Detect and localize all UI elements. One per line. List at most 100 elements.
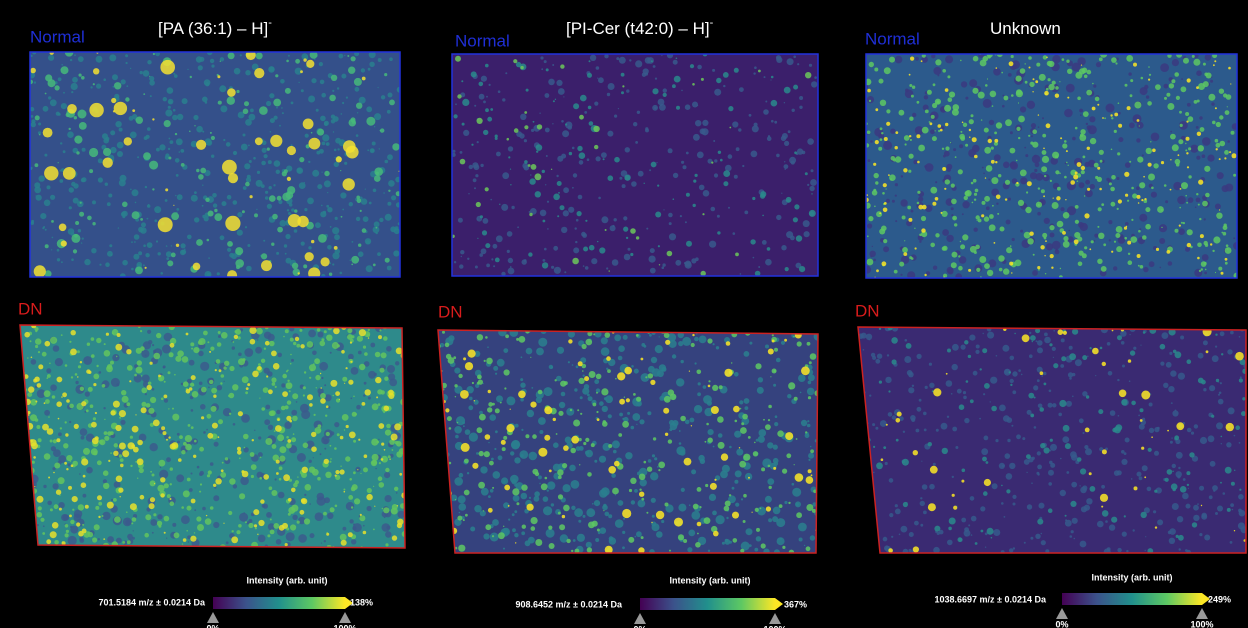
intensity-speckle [1202,254,1209,261]
intensity-speckle [459,503,467,511]
intensity-speckle [908,218,912,222]
intensity-speckle [794,151,797,154]
intensity-speckle [746,528,753,535]
intensity-speckle [928,503,936,511]
title-superscript: - [268,17,272,29]
intensity-speckle [120,458,124,462]
intensity-speckle [1232,153,1237,158]
intensity-speckle [1031,123,1036,128]
intensity-speckle [599,489,608,498]
intensity-speckle [786,231,793,238]
intensity-speckle [468,350,476,358]
intensity-speckle [392,438,394,440]
intensity-speckle [793,56,796,59]
intensity-speckle [30,340,32,342]
intensity-speckle [181,163,185,167]
intensity-speckle [1218,399,1224,405]
intensity-speckle [356,134,359,137]
intensity-speckle [203,431,206,434]
intensity-speckle [467,258,469,260]
intensity-speckle [150,471,152,473]
intensity-speckle [799,538,803,542]
intensity-speckle [108,194,112,198]
intensity-speckle [96,338,101,343]
intensity-speckle [309,503,311,505]
intensity-speckle [78,56,84,62]
intensity-speckle [1154,490,1157,493]
intensity-speckle [904,135,910,141]
intensity-speckle [320,453,322,455]
intensity-speckle [1203,388,1206,391]
intensity-speckle [102,384,106,388]
intensity-speckle [300,344,304,348]
intensity-speckle [74,136,82,144]
intensity-speckle [1220,382,1222,384]
intensity-speckle [164,381,166,383]
intensity-speckle [1153,163,1158,168]
intensity-speckle [984,128,989,133]
intensity-speckle [943,155,946,158]
intensity-speckle [680,215,682,217]
intensity-speckle [220,544,226,550]
intensity-speckle [574,508,583,517]
intensity-speckle [912,385,914,387]
intensity-speckle [82,524,84,526]
intensity-speckle [324,180,331,187]
intensity-speckle [166,457,171,462]
intensity-speckle [301,472,307,478]
intensity-speckle [693,504,699,510]
intensity-speckle [362,77,366,81]
intensity-speckle [385,258,390,263]
intensity-speckle [170,343,175,348]
intensity-speckle [304,518,310,524]
intensity-speckle [920,524,923,527]
intensity-speckle [1188,197,1194,203]
intensity-speckle [1210,461,1216,467]
intensity-speckle [962,201,969,208]
intensity-speckle [371,149,375,153]
intensity-speckle [972,202,974,204]
intensity-speckle [601,337,608,344]
intensity-speckle [1239,336,1241,338]
intensity-speckle [1029,332,1031,334]
intensity-speckle [663,93,667,97]
intensity-speckle [53,439,57,443]
intensity-speckle [81,178,85,182]
intensity-speckle [321,338,324,341]
dn-label: DN [438,302,463,321]
intensity-speckle [1010,379,1014,383]
intensity-speckle [217,342,222,347]
intensity-speckle [1093,85,1096,88]
intensity-speckle [729,446,732,449]
intensity-speckle [1133,529,1135,531]
intensity-speckle [394,423,401,430]
intensity-speckle [800,392,802,394]
intensity-speckle [1203,327,1212,336]
intensity-speckle [875,108,878,111]
intensity-speckle [945,179,950,184]
intensity-speckle [387,154,393,160]
intensity-speckle [69,421,71,423]
intensity-speckle [772,340,775,343]
intensity-speckle [745,473,752,480]
intensity-speckle [1030,335,1036,341]
intensity-speckle [589,371,596,378]
intensity-speckle [579,446,584,451]
intensity-speckle [93,383,96,386]
intensity-speckle [1170,159,1171,160]
intensity-speckle [1161,227,1162,228]
intensity-speckle [658,469,660,471]
intensity-speckle [287,380,289,382]
intensity-speckle [196,140,206,150]
intensity-speckle [1193,515,1199,521]
intensity-speckle [439,519,448,528]
intensity-speckle [1008,198,1011,201]
intensity-speckle [658,462,665,469]
intensity-speckle [1196,156,1200,160]
intensity-speckle [1002,345,1009,352]
intensity-speckle [935,99,941,105]
intensity-speckle [169,352,174,357]
intensity-speckle [281,383,285,387]
intensity-speckle [597,78,598,79]
intensity-speckle [134,241,136,243]
